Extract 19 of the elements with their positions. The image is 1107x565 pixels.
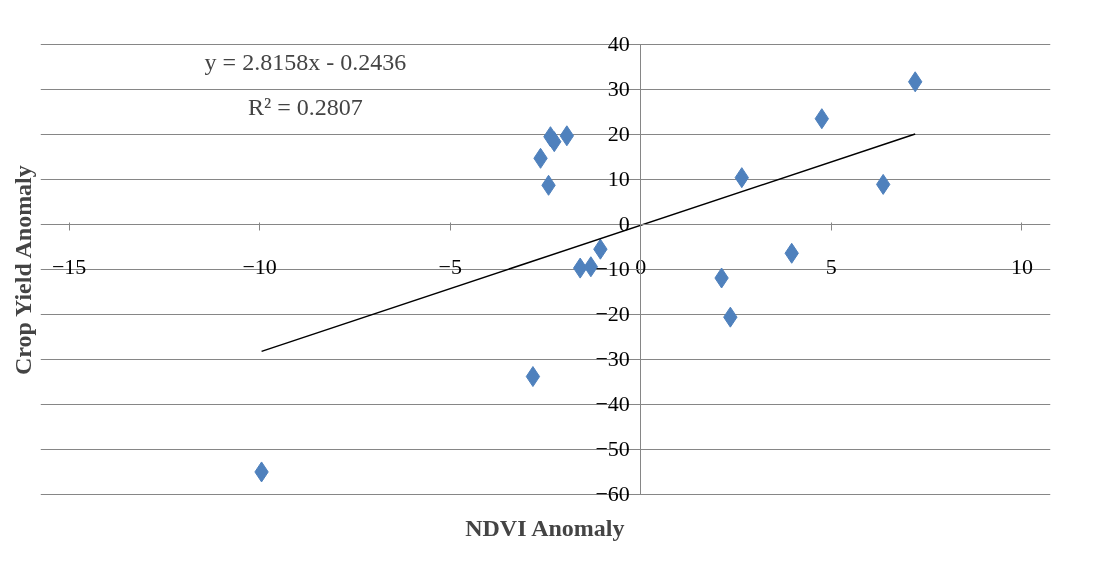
- y-tick-label: 20: [607, 121, 630, 146]
- x-axis-title: NDVI Anomaly: [465, 514, 625, 541]
- y-tick-label: −20: [595, 301, 630, 326]
- annotation: R² = 0.2807: [248, 94, 363, 120]
- y-tick-label: −40: [595, 391, 630, 416]
- y-tick-label: −50: [595, 436, 630, 461]
- x-tick-label: 10: [1010, 254, 1033, 279]
- x-tick-label: −5: [438, 254, 462, 279]
- y-tick-label: 10: [607, 166, 630, 191]
- annotation: y = 2.8158x - 0.2436: [204, 49, 407, 75]
- x-tick-label: −15: [51, 254, 87, 279]
- y-tick-label: 30: [607, 76, 630, 101]
- x-tick-label: 5: [825, 254, 837, 279]
- y-tick-label: −30: [595, 346, 630, 371]
- x-tick-label: −10: [242, 254, 277, 279]
- y-tick-label: 0: [618, 211, 630, 236]
- y-tick-label: −60: [595, 481, 630, 506]
- y-axis-title: Crop Yield Anomaly: [9, 165, 36, 376]
- y-tick-label: 40: [607, 31, 630, 56]
